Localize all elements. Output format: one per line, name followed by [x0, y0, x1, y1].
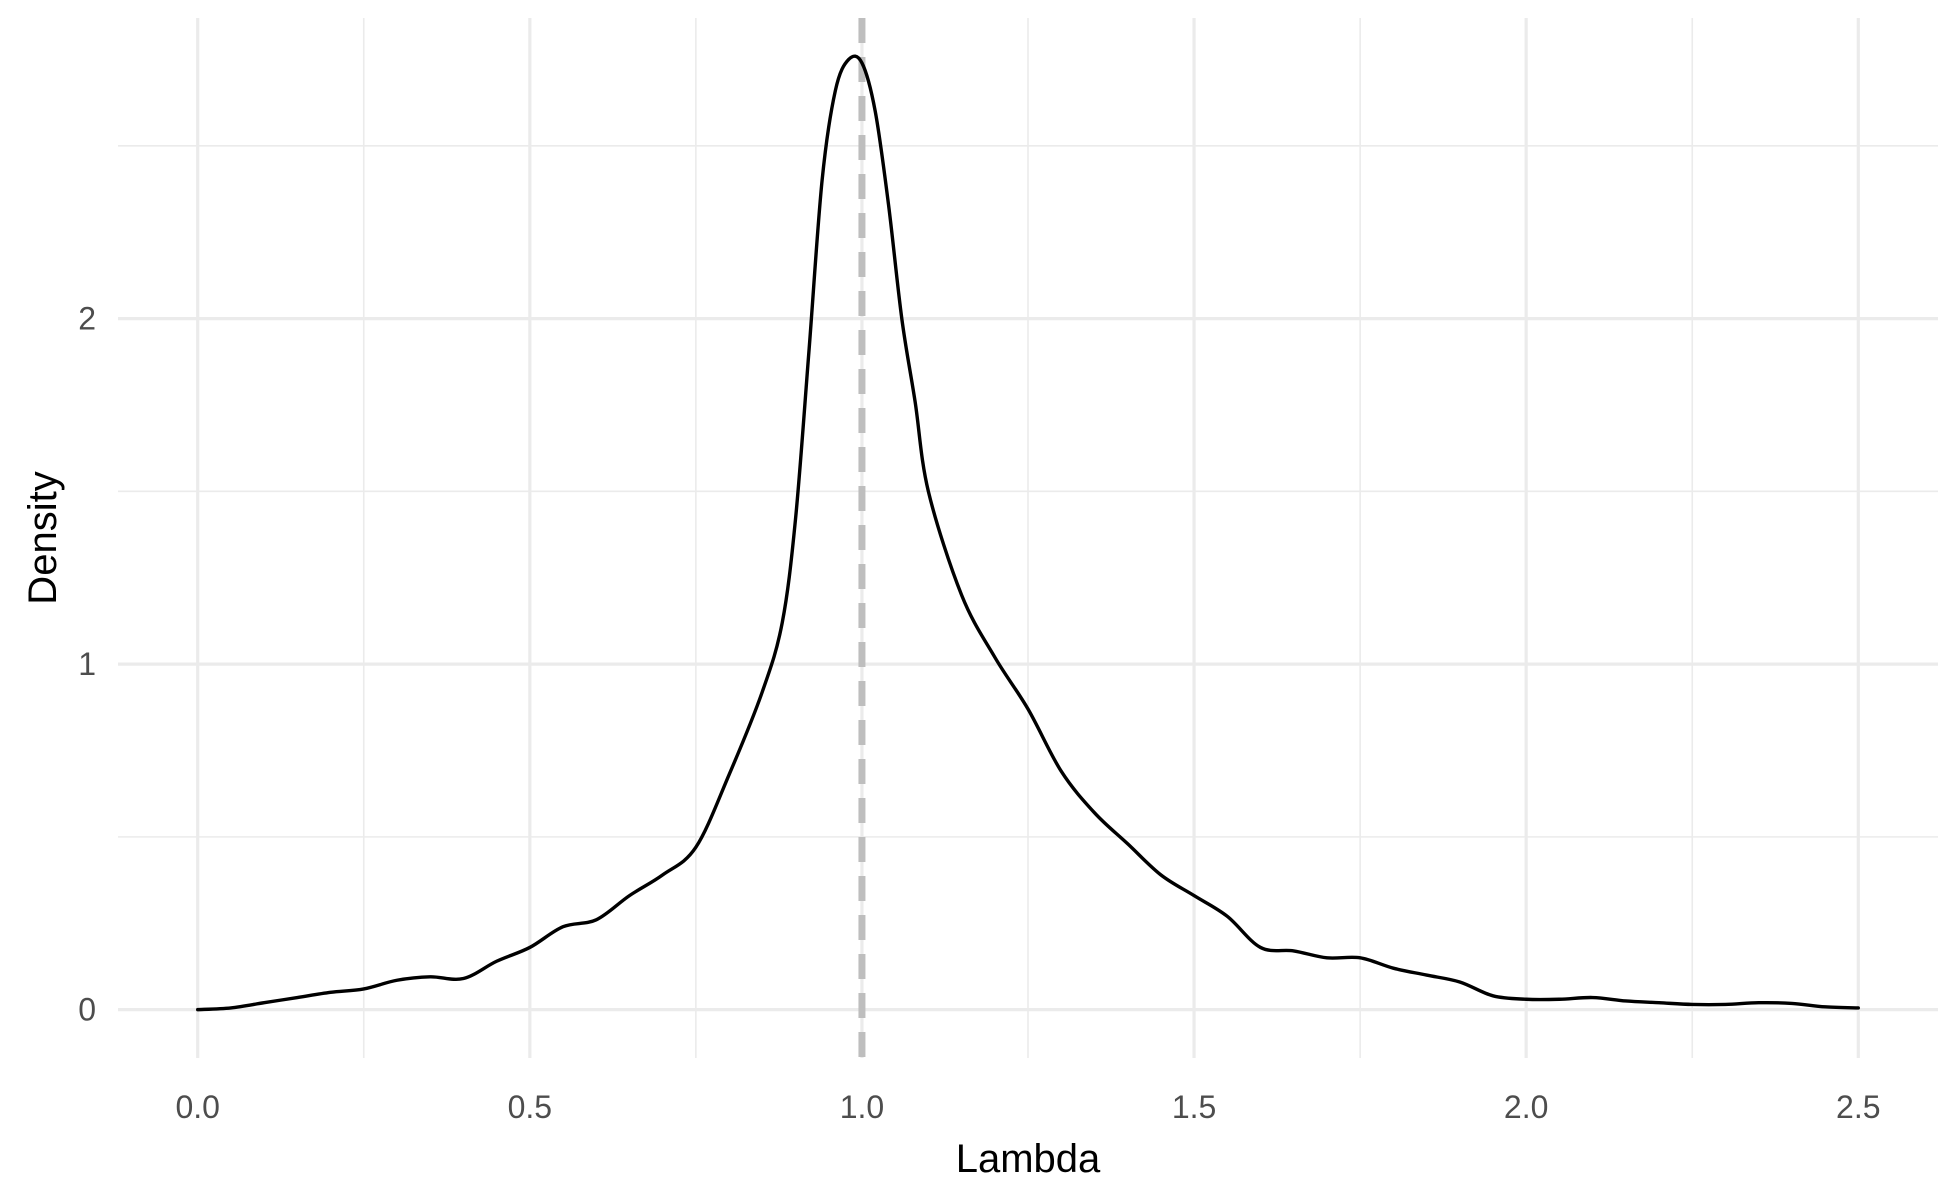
- x-tick-label: 0.5: [508, 1089, 552, 1125]
- x-tick-label: 1.0: [840, 1089, 884, 1125]
- x-axis-title: Lambda: [956, 1137, 1101, 1181]
- y-axis-title: Density: [21, 471, 65, 604]
- y-tick-label: 0: [78, 992, 96, 1028]
- y-axis-tick-labels: 0 1 2: [78, 301, 96, 1028]
- y-tick-label: 2: [78, 301, 96, 337]
- minor-gridlines-y: [118, 145, 1938, 838]
- y-tick-label: 1: [78, 646, 96, 682]
- x-tick-label: 2.5: [1836, 1089, 1880, 1125]
- x-axis-tick-labels: 0.0 0.5 1.0 1.5 2.0 2.5: [175, 1089, 1880, 1125]
- x-tick-label: 0.0: [175, 1089, 219, 1125]
- minor-gridlines-x: [362, 18, 1694, 1058]
- x-tick-label: 2.0: [1504, 1089, 1548, 1125]
- density-line: [196, 54, 1860, 1012]
- x-tick-label: 1.5: [1172, 1089, 1216, 1125]
- series-layer: [196, 54, 1860, 1012]
- major-gridlines-y: [118, 316, 1938, 1012]
